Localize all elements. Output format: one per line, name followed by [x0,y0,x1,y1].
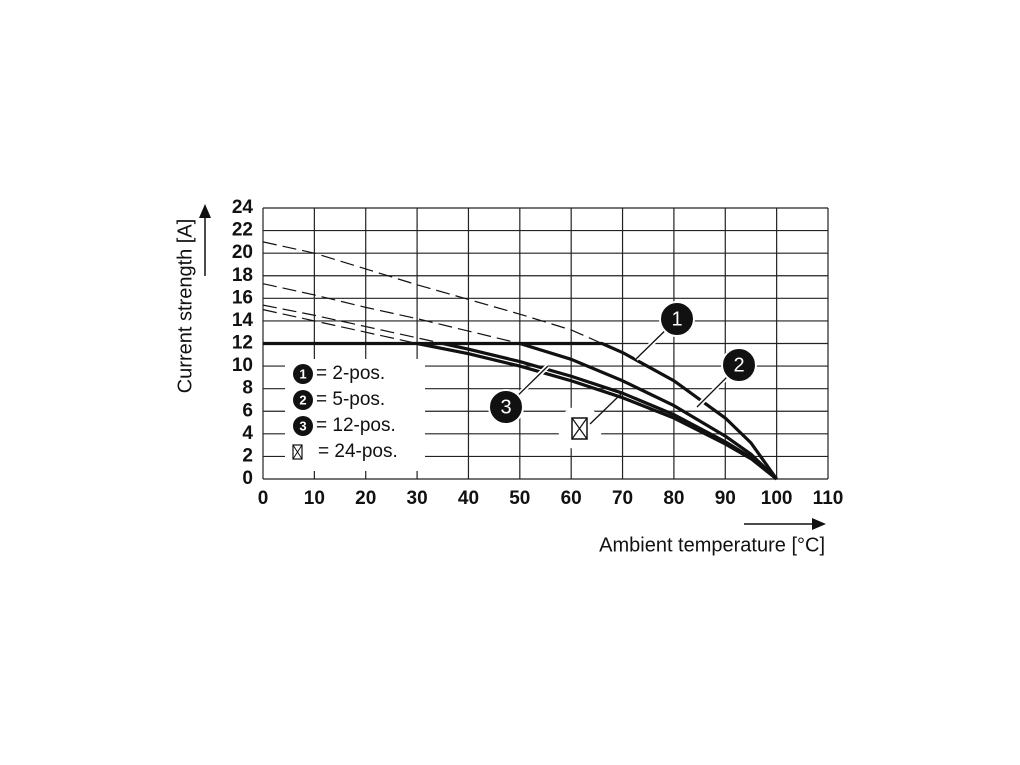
legend-marker [293,416,313,436]
legend-marker-label: 2 [299,392,306,407]
y-tick-label: 14 [232,310,254,331]
y-tick-label: 24 [232,197,254,218]
legend-marker-label: 3 [299,418,306,433]
y-tick-label: 12 [232,333,253,354]
dashed-curve [262,309,418,345]
x-tick-label: 30 [407,488,428,509]
x-axis-label: Ambient temperature [°C] [599,534,825,556]
y-tick-label: 20 [232,242,253,263]
callout-box-cross [571,417,588,440]
x-tick-label: 80 [663,488,684,509]
y-tick-label: 4 [242,423,253,444]
legend-label: = 12-pos. [316,415,396,436]
legend-label: = 24-pos. [318,441,398,462]
x-tick-label: 0 [258,488,269,509]
x-tick-label: 60 [561,488,582,509]
x-tick-label: 40 [458,488,479,509]
callout-label: 1 [671,308,682,330]
legend-marker-label: 1 [299,366,306,381]
callout-circle [721,347,757,383]
x-tick-label: 20 [355,488,376,509]
callout-label: 2 [733,354,744,376]
y-axis-label: Current strength [A] [174,219,196,394]
derating-curve [519,341,778,481]
callout-leader [589,393,622,425]
dashed-curve [262,241,603,345]
legend-marker [293,390,313,410]
x-tick-label: 110 [813,488,844,509]
dashed-curve [262,283,520,345]
y-tick-label: 2 [242,445,253,466]
dashed-curve [262,304,443,345]
x-tick-label: 90 [715,488,736,509]
y-tick-label: 16 [232,287,253,308]
derating-curve [416,341,778,481]
x-tick-label: 70 [612,488,633,509]
legend-marker [292,444,303,460]
y-tick-label: 6 [242,400,253,421]
y-tick-label: 10 [232,355,253,376]
y-tick-label: 0 [242,468,253,489]
callout-circle [488,389,524,425]
x-tick-label: 50 [509,488,530,509]
legend-marker [292,444,303,460]
x-tick-label: 10 [304,488,325,509]
legend-marker [293,364,313,384]
y-axis-arrow-head [199,204,211,218]
x-tick-label: 100 [761,488,793,509]
x-axis-arrow-head [812,518,826,530]
y-tick-label: 18 [232,265,253,286]
legend-label: = 5-pos. [316,389,385,410]
legend-label: = 2-pos. [316,363,385,384]
y-tick-label: 8 [242,378,253,399]
y-tick-label: 22 [232,220,253,241]
callout-circle [659,301,695,337]
callout-label: 3 [500,396,511,418]
derating-curve [263,341,778,480]
